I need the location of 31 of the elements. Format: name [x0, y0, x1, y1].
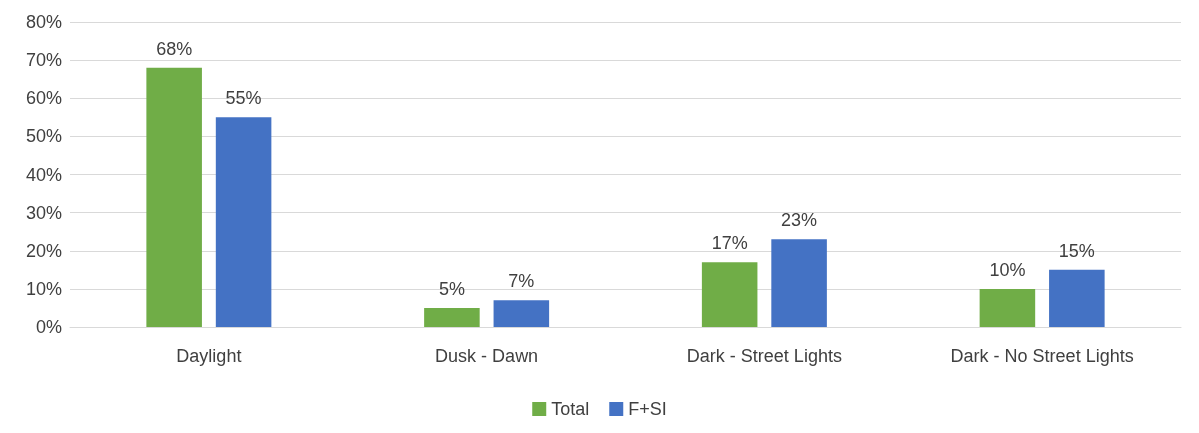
y-tick-label: 50% [25, 126, 62, 147]
y-tick-label: 60% [25, 88, 62, 109]
y-tick-label: 40% [25, 164, 62, 185]
data-label: 7% [508, 271, 535, 292]
bar [493, 300, 550, 327]
data-label: 15% [1058, 240, 1095, 261]
legend-label: Total [551, 399, 590, 419]
data-label: 10% [989, 259, 1026, 280]
data-label: 17% [711, 233, 748, 254]
y-tick-label: 80% [25, 12, 62, 32]
y-tick-label: 30% [25, 202, 62, 223]
bar [771, 239, 827, 327]
y-tick-label: 20% [25, 240, 62, 261]
y-tick-label: 70% [25, 50, 62, 71]
legend-label: F+SI [628, 399, 667, 419]
x-tick-label: Dusk - Dawn [435, 346, 539, 366]
y-tick-label: 0% [35, 317, 62, 337]
bar [701, 262, 758, 327]
bar [146, 67, 202, 327]
y-tick-label: 10% [25, 278, 62, 299]
x-tick-label: Dark - No Street Lights [950, 346, 1134, 366]
data-label: 23% [781, 210, 818, 231]
data-label: 5% [438, 278, 465, 299]
x-tick-label: Dark - Street Lights [686, 346, 842, 366]
data-label: 68% [156, 38, 193, 59]
bar [979, 288, 1036, 327]
bar [1049, 269, 1105, 327]
data-label: 55% [225, 88, 262, 109]
bar [215, 117, 272, 327]
bar [424, 307, 480, 327]
x-tick-label: Daylight [176, 346, 242, 366]
